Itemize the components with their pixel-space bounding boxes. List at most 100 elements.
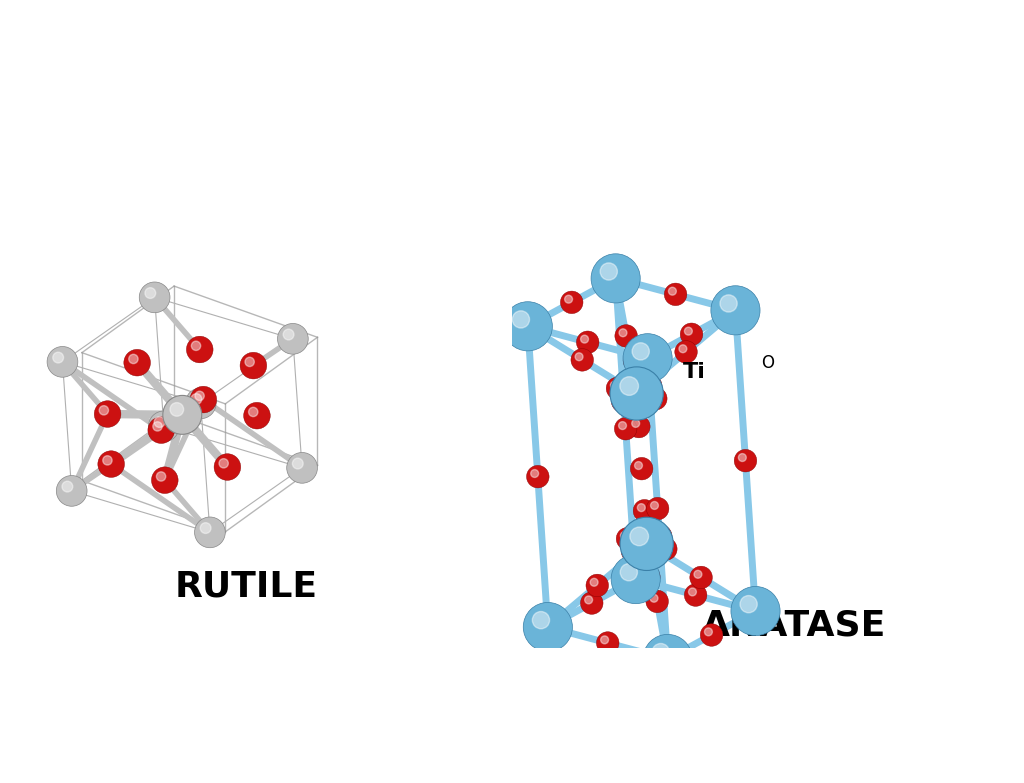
Circle shape (639, 374, 662, 397)
Circle shape (649, 525, 672, 547)
Circle shape (201, 523, 211, 533)
Circle shape (245, 357, 254, 366)
Text: Ti: Ti (683, 362, 706, 382)
Circle shape (170, 402, 183, 417)
Circle shape (626, 544, 634, 552)
Circle shape (628, 353, 635, 361)
Circle shape (638, 565, 660, 588)
Circle shape (650, 594, 658, 602)
Circle shape (287, 453, 317, 483)
Circle shape (564, 295, 572, 303)
Circle shape (621, 564, 637, 581)
Circle shape (148, 411, 179, 442)
Circle shape (186, 336, 213, 363)
Circle shape (129, 354, 138, 363)
Circle shape (680, 323, 702, 345)
Circle shape (633, 500, 655, 522)
Circle shape (581, 592, 603, 615)
Circle shape (512, 311, 529, 328)
Circle shape (720, 295, 737, 312)
Circle shape (596, 632, 618, 655)
Circle shape (185, 388, 216, 419)
Circle shape (684, 327, 692, 335)
Circle shape (644, 388, 667, 410)
Circle shape (219, 459, 228, 468)
Circle shape (711, 286, 760, 335)
Circle shape (99, 406, 109, 415)
Circle shape (293, 458, 303, 469)
Circle shape (634, 554, 642, 562)
Circle shape (642, 570, 649, 578)
Circle shape (700, 624, 723, 646)
Circle shape (630, 550, 652, 572)
Circle shape (614, 325, 637, 347)
Circle shape (94, 401, 121, 428)
Circle shape (658, 542, 667, 550)
Circle shape (601, 636, 608, 644)
Circle shape (153, 422, 162, 431)
Circle shape (523, 602, 572, 651)
Circle shape (623, 334, 672, 383)
Circle shape (653, 529, 662, 537)
Circle shape (731, 586, 780, 636)
Circle shape (278, 323, 308, 354)
Circle shape (631, 457, 653, 480)
Circle shape (616, 528, 639, 550)
Circle shape (620, 377, 639, 395)
Circle shape (628, 415, 650, 438)
Circle shape (577, 331, 599, 354)
Circle shape (675, 341, 697, 363)
Circle shape (98, 451, 125, 478)
Circle shape (649, 392, 656, 399)
Text: ANATASE: ANATASE (701, 608, 886, 642)
Circle shape (621, 518, 674, 571)
Circle shape (145, 287, 156, 298)
Circle shape (195, 392, 204, 401)
Circle shape (530, 470, 539, 478)
Circle shape (591, 254, 640, 303)
Circle shape (615, 394, 624, 402)
Text: RUTILE: RUTILE (174, 569, 317, 604)
Circle shape (526, 465, 549, 488)
Circle shape (610, 381, 618, 389)
Circle shape (679, 345, 687, 352)
Circle shape (635, 369, 643, 377)
Circle shape (705, 628, 713, 636)
Circle shape (610, 367, 664, 420)
Circle shape (637, 503, 645, 511)
Circle shape (611, 390, 634, 413)
Circle shape (585, 596, 593, 604)
Circle shape (631, 365, 653, 387)
Circle shape (191, 341, 201, 351)
Circle shape (124, 349, 151, 376)
Circle shape (635, 461, 642, 470)
Circle shape (195, 517, 225, 548)
Circle shape (694, 570, 701, 578)
Circle shape (155, 417, 165, 428)
Circle shape (102, 456, 112, 465)
Circle shape (606, 377, 629, 399)
Circle shape (240, 352, 266, 379)
Circle shape (586, 574, 608, 597)
Circle shape (652, 644, 670, 661)
Circle shape (618, 421, 627, 430)
Circle shape (621, 532, 629, 539)
Circle shape (244, 402, 270, 429)
Circle shape (53, 352, 63, 363)
Circle shape (611, 554, 660, 604)
Circle shape (654, 538, 677, 560)
Circle shape (622, 540, 644, 563)
Circle shape (624, 349, 646, 372)
Circle shape (630, 527, 648, 546)
Circle shape (190, 386, 217, 413)
Circle shape (47, 347, 78, 377)
Circle shape (650, 502, 658, 510)
Circle shape (191, 394, 202, 404)
Circle shape (632, 420, 640, 428)
Circle shape (62, 482, 73, 492)
Circle shape (581, 335, 589, 343)
Circle shape (646, 497, 669, 520)
Circle shape (690, 566, 713, 589)
Circle shape (139, 282, 170, 312)
Circle shape (284, 329, 294, 340)
